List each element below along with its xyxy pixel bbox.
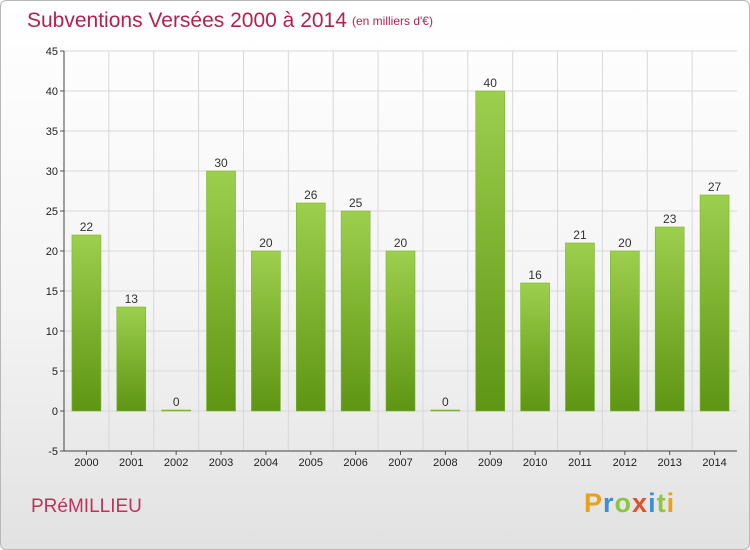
bar (340, 210, 371, 412)
value-label: 20 (618, 236, 632, 250)
x-tick-label: 2005 (299, 457, 323, 469)
y-tick-label: 35 (46, 126, 58, 138)
bar (654, 226, 685, 412)
commune-name: PRéMILLIEU (31, 496, 142, 517)
chart-subtitle: (en milliers d'€) (352, 14, 433, 28)
bar (251, 250, 281, 412)
value-label: 20 (259, 236, 273, 250)
bar (116, 306, 147, 412)
bar (565, 242, 595, 412)
value-label: 26 (304, 188, 318, 202)
logo-letter: x (632, 488, 649, 518)
x-tick-label: 2009 (478, 457, 502, 469)
x-tick-label: 2003 (209, 457, 233, 469)
y-tick-label: 0 (52, 406, 58, 418)
x-tick-label: 2002 (164, 457, 188, 469)
x-tick-label: 2008 (433, 457, 457, 469)
y-tick-label: 15 (46, 286, 58, 298)
x-tick-label: 2004 (254, 457, 278, 469)
y-tick-label: 45 (46, 46, 58, 58)
y-tick-label: 30 (46, 166, 58, 178)
y-tick-label: 40 (46, 86, 58, 98)
bar (385, 250, 416, 412)
y-tick-label: 10 (46, 326, 58, 338)
value-label: 16 (528, 268, 542, 282)
y-tick-label: 20 (46, 246, 58, 258)
y-tick-label: 5 (52, 366, 58, 378)
value-label: 13 (125, 292, 139, 306)
value-label: 20 (394, 236, 408, 250)
bar (161, 409, 191, 412)
logo-letter: r (603, 488, 615, 518)
bar (475, 90, 506, 412)
x-tick-label: 2013 (657, 457, 681, 469)
axes (60, 50, 737, 455)
logo-letter: i (666, 488, 676, 518)
chart-title: Subventions Versées 2000 à 2014 (27, 9, 347, 32)
value-label: 25 (349, 196, 363, 210)
x-tick-label: 2014 (702, 457, 726, 469)
bar (71, 234, 102, 412)
bar (699, 194, 730, 412)
bar (295, 202, 326, 412)
x-tick-label: 2001 (119, 457, 143, 469)
value-label: 27 (708, 180, 722, 194)
y-tick-label: -5 (48, 446, 58, 458)
x-tick-label: 2011 (568, 457, 592, 469)
x-tick-label: 2000 (74, 457, 98, 469)
proxiti-logo[interactable]: Proxiti (584, 488, 675, 519)
value-label: 0 (173, 395, 180, 409)
logo-letter: P (584, 488, 604, 518)
x-tick-label: 2010 (523, 457, 547, 469)
logo-letter: i (648, 488, 657, 518)
bar (520, 282, 550, 412)
bar (206, 170, 236, 412)
labels-group: -5 0 5 10 15 20 25 30 35 40 45 22 2000 13 2001 0 2002 30 2… (46, 46, 727, 469)
value-label: 0 (442, 395, 449, 409)
bar (610, 250, 640, 412)
value-label: 22 (80, 220, 94, 234)
logo-letter: o (614, 488, 633, 518)
value-label: 23 (663, 212, 677, 226)
bar (430, 409, 461, 412)
x-tick-label: 2006 (343, 457, 367, 469)
value-label: 30 (214, 156, 228, 170)
logo-letter: t (656, 488, 667, 518)
value-label: 21 (573, 228, 587, 242)
value-label: 40 (484, 76, 498, 90)
y-tick-label: 25 (46, 206, 58, 218)
x-tick-label: 2012 (613, 457, 637, 469)
bars-group (71, 90, 730, 412)
x-tick-label: 2007 (388, 457, 412, 469)
